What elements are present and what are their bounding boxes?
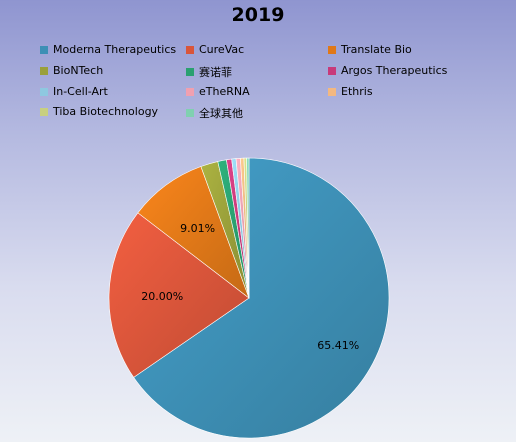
- legend-label: Translate Bio: [341, 43, 412, 56]
- legend-swatch: [40, 45, 48, 54]
- legend-label: CureVac: [199, 43, 245, 56]
- legend-item: Moderna Therapeutics: [40, 43, 176, 56]
- legend-item: Tiba Biotechnology: [40, 105, 158, 118]
- legend-label: Tiba Biotechnology: [53, 105, 159, 118]
- legend-label: 全球其他: [199, 107, 243, 120]
- legend-swatch: [186, 87, 194, 96]
- legend-item: Ethris: [328, 85, 373, 98]
- legend-item: eTheRNA: [186, 85, 250, 98]
- legend-item: 赛诺菲: [186, 64, 232, 80]
- legend-swatch: [40, 66, 48, 75]
- legend-item: BioNTech: [40, 64, 103, 77]
- legend-item: CureVac: [186, 43, 244, 56]
- legend-label: Moderna Therapeutics: [53, 43, 177, 56]
- legend-swatch: [328, 66, 336, 75]
- legend-swatch: [186, 68, 194, 76]
- legend-item: In-Cell-Art: [40, 85, 108, 98]
- pie-slice: [133, 157, 390, 439]
- pie-slice: [246, 157, 250, 299]
- legend-item: Translate Bio: [328, 43, 412, 56]
- legend-label: 赛诺菲: [199, 66, 232, 79]
- legend-swatch: [328, 45, 336, 54]
- legend-label: Ethris: [341, 85, 373, 98]
- legend-item: Argos Therapeutics: [328, 64, 447, 77]
- data-label: 65.41%: [317, 339, 359, 352]
- legend-swatch: [186, 45, 194, 54]
- data-label: 20.00%: [141, 290, 183, 303]
- legend-swatch: [40, 107, 48, 116]
- pie-slice: [137, 166, 250, 299]
- legend-label: eTheRNA: [199, 85, 250, 98]
- legend-swatch: [328, 87, 336, 96]
- legend-label: In-Cell-Art: [53, 85, 108, 98]
- legend-swatch: [40, 87, 48, 96]
- data-label: 9.01%: [180, 222, 215, 235]
- chart-title: 2019: [231, 4, 285, 26]
- legend-label: Argos Therapeutics: [341, 64, 448, 77]
- legend-label: BioNTech: [53, 64, 104, 77]
- legend-swatch: [186, 109, 194, 117]
- pie-slice: [108, 212, 250, 378]
- legend: Moderna Therapeutics CureVac Translate Bio…: [0, 0, 516, 130]
- legend-item: 全球其他: [186, 105, 243, 121]
